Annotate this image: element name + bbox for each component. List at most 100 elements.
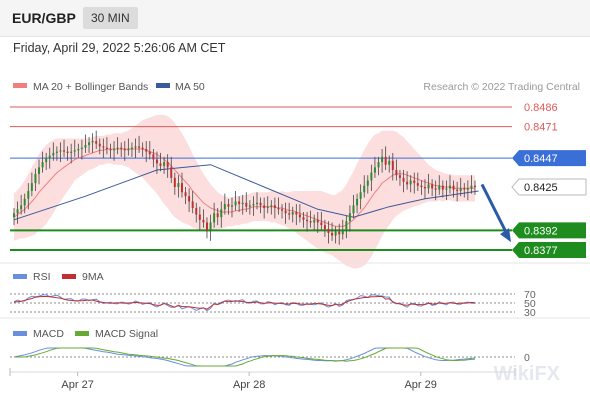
level-tag-support [512, 222, 586, 239]
candle-body [441, 185, 444, 190]
candle-body [448, 185, 451, 189]
macd-legend-label: MACD [33, 328, 64, 340]
candle-body [373, 167, 376, 173]
rsi-ma-legend-label: 9MA [82, 271, 104, 283]
candle-body [273, 205, 276, 209]
watermark: WikiFX [494, 363, 561, 385]
candle-body [52, 152, 55, 156]
candle-body [256, 202, 259, 205]
candle-body [406, 181, 409, 185]
candle-body [334, 231, 337, 236]
candle-body [173, 177, 176, 188]
candle-body [470, 185, 473, 189]
candle-body [113, 148, 116, 151]
candle-body [55, 151, 58, 153]
forecast-arrow-head [500, 228, 511, 243]
candle-body [27, 190, 30, 199]
candle-body [220, 209, 223, 218]
candle-body [459, 188, 462, 191]
candle-body [309, 221, 312, 223]
candle-body [370, 172, 373, 181]
candle-body [320, 222, 323, 226]
rsi-level-label: 50 [524, 298, 536, 310]
macd-legend-swatch [13, 331, 27, 336]
candle-body [91, 141, 94, 143]
x-axis-ticks: Apr 27 Apr 28 Apr 29 [9, 368, 516, 391]
rsi-legend-label: RSI [33, 271, 51, 283]
candle-body [431, 184, 434, 189]
candle-body [245, 202, 248, 207]
ma20-legend-swatch [13, 83, 27, 88]
candle-body [98, 143, 101, 147]
candle-body [331, 232, 334, 236]
candle-body [205, 222, 208, 231]
level-tag-support [512, 242, 586, 258]
candle-body [155, 159, 158, 164]
candle-body [352, 205, 355, 214]
candle-body [363, 185, 366, 193]
candle-body [248, 205, 251, 207]
candle-body [13, 213, 15, 218]
candle-body [306, 219, 309, 222]
candle-body [416, 183, 419, 186]
candle-body [277, 208, 280, 210]
level-label-support: 0.8392 [524, 225, 558, 237]
signal-legend-label: MACD Signal [95, 328, 158, 340]
candlesticks [13, 130, 476, 245]
level-label-resistance: 0.8471 [524, 122, 558, 134]
candle-body [409, 180, 412, 185]
candle-body [23, 198, 26, 206]
candle-body [456, 189, 459, 191]
forecast-arrow [480, 183, 511, 243]
candle-body [213, 213, 216, 223]
candle-body [327, 229, 330, 233]
candle-body [230, 205, 233, 207]
candle-body [434, 188, 437, 190]
candle-body [234, 201, 237, 206]
candle-body [63, 150, 66, 152]
candle-body [391, 160, 394, 170]
candle-body [445, 188, 448, 190]
candle-body [466, 188, 469, 190]
candle-body [77, 148, 80, 151]
rsi-ma-line [13, 296, 476, 310]
timeframe-button[interactable]: 30 MIN [83, 7, 138, 29]
candle-body [388, 160, 391, 165]
candle-body [34, 173, 37, 184]
candle-body [209, 222, 212, 231]
candle-body [59, 150, 62, 152]
rsi-legend-swatch [13, 274, 27, 279]
candle-body [177, 183, 180, 188]
candle-body [381, 156, 384, 163]
candle-body [138, 146, 141, 148]
current-price-label: 0.8425 [524, 182, 558, 194]
candle-body [384, 156, 387, 165]
candle-body [123, 148, 126, 151]
candle-body [116, 147, 119, 149]
candle-body [216, 213, 219, 218]
candle-body [180, 183, 183, 193]
candle-body [402, 177, 405, 182]
candle-body [163, 162, 166, 167]
candle-body [395, 169, 398, 176]
candle-body [84, 145, 87, 148]
candle-body [152, 154, 155, 160]
candle-body [302, 217, 305, 220]
current-price-tag [511, 178, 587, 196]
candle-body [70, 151, 73, 153]
candle-body [427, 184, 430, 189]
candle-body [41, 162, 44, 168]
candle-body [377, 162, 380, 168]
candle-body [252, 204, 255, 206]
candle-body [48, 155, 51, 159]
candle-body [105, 147, 108, 149]
rsi-level-label: 30 [524, 307, 536, 319]
candle-body [130, 147, 133, 149]
macd-signal-line [14, 347, 476, 367]
header-bar: EUR/GBP 30 MIN [0, 0, 590, 37]
candle-body [398, 175, 401, 178]
candle-body [195, 208, 198, 215]
candle-body [191, 201, 194, 209]
